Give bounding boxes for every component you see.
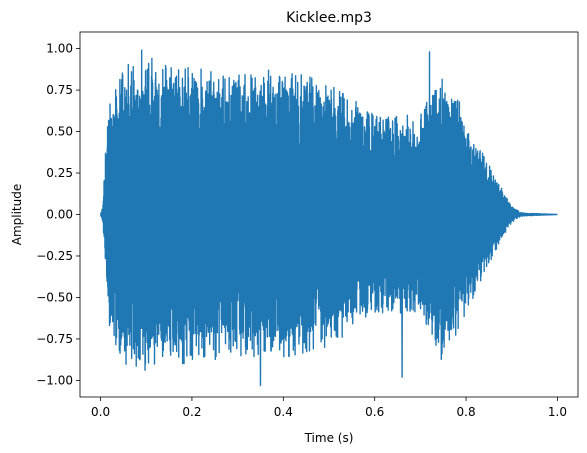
y-tick-label: 1.00: [46, 42, 73, 56]
x-tick-label: 1.0: [548, 405, 567, 419]
x-tick-label: 0.0: [91, 405, 110, 419]
chart-title: Kicklee.mp3: [286, 10, 372, 26]
x-tick-label: 0.2: [182, 405, 201, 419]
y-tick-label: −0.25: [36, 249, 73, 263]
y-tick-label: 0.50: [46, 125, 73, 139]
x-axis-label: Time (s): [304, 431, 354, 445]
y-axis: −1.00 −0.75 −0.50 −0.25 0.00 0.25 0.50 0.75 1.00: [36, 42, 80, 387]
x-axis: 0.0 0.2 0.4 0.6 0.8 1.0: [91, 397, 567, 419]
y-tick-label: −1.00: [36, 373, 73, 387]
x-tick-label: 0.8: [457, 405, 476, 419]
y-tick-label: 0.75: [46, 83, 73, 97]
x-tick-label: 0.4: [274, 405, 293, 419]
y-tick-label: 0.00: [46, 208, 73, 222]
y-tick-label: −0.75: [36, 332, 73, 346]
x-tick-label: 0.6: [365, 405, 384, 419]
y-axis-label: Amplitude: [10, 184, 24, 246]
y-tick-label: 0.25: [46, 166, 73, 180]
waveform-series: [99, 49, 558, 387]
y-tick-label: −0.50: [36, 290, 73, 304]
waveform-line: [99, 49, 558, 387]
